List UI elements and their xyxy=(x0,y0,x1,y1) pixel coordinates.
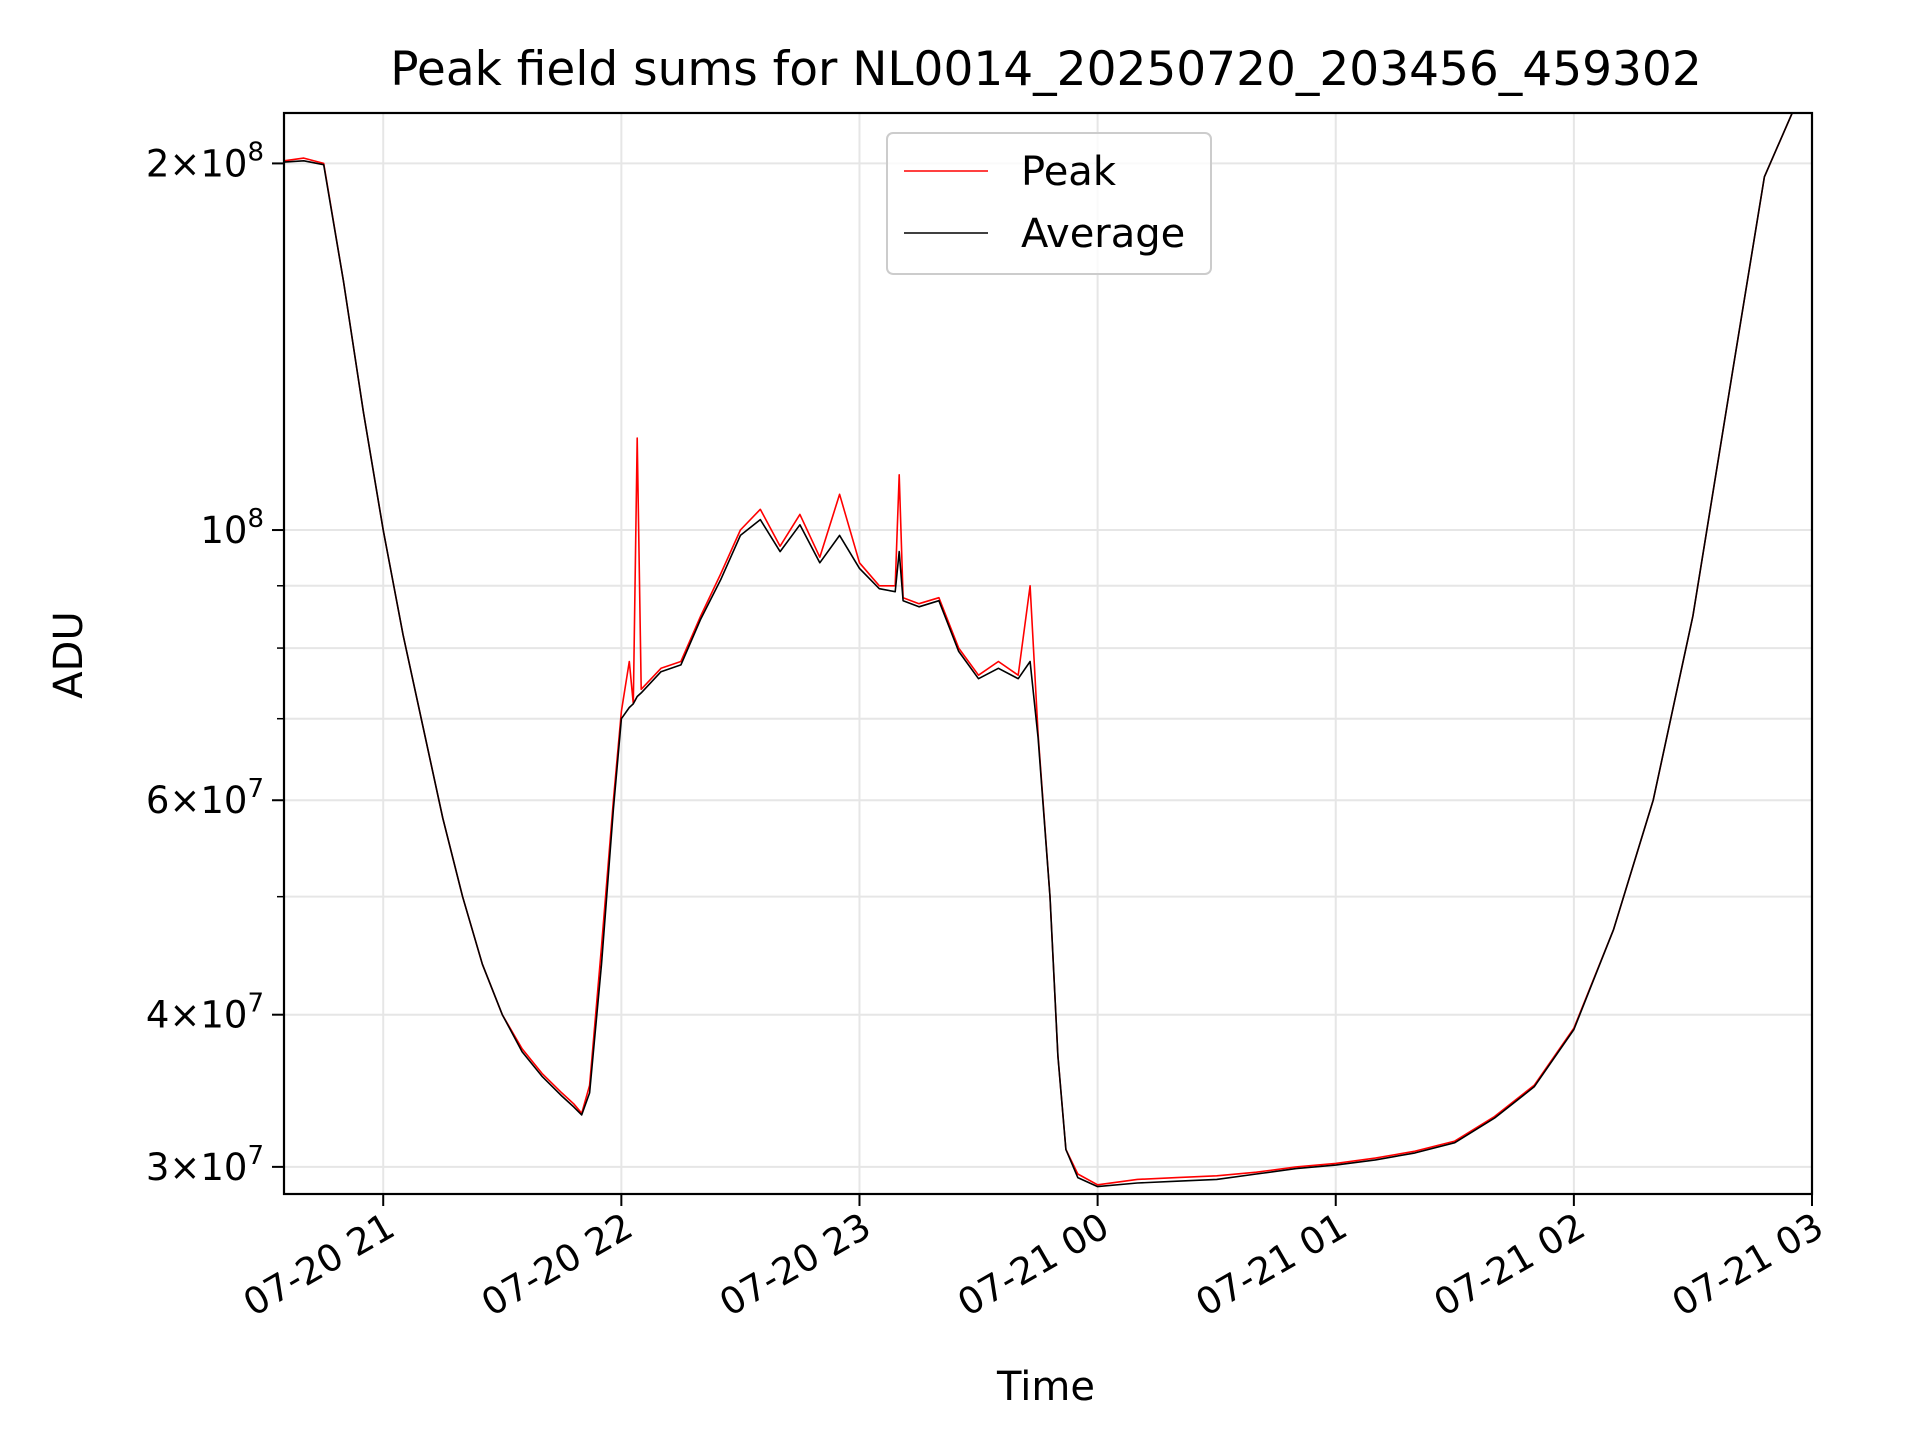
grid xyxy=(284,113,1813,1194)
y-tick-label: 6×107 xyxy=(146,774,264,822)
chart-title: Peak field sums for NL0014_20250720_2034… xyxy=(390,42,1701,97)
series-line-peak xyxy=(284,113,1812,1186)
plot-frame xyxy=(282,111,1814,1196)
y-tick-label: 2×108 xyxy=(146,137,264,185)
y-tick-label: 4×107 xyxy=(146,989,264,1037)
x-axis-label: Time xyxy=(996,1364,1095,1410)
y-tick-label: 108 xyxy=(200,504,264,552)
y-axis-label: ADU xyxy=(46,611,92,698)
series-line-average xyxy=(284,113,1812,1188)
y-tick-label: 3×107 xyxy=(146,1141,264,1189)
legend-box xyxy=(886,132,1212,275)
legend-label-peak: Peak xyxy=(1021,149,1117,195)
plot-area xyxy=(284,113,1812,1188)
legend-label-average: Average xyxy=(1021,211,1185,257)
legend: Peak Average xyxy=(886,132,1212,275)
